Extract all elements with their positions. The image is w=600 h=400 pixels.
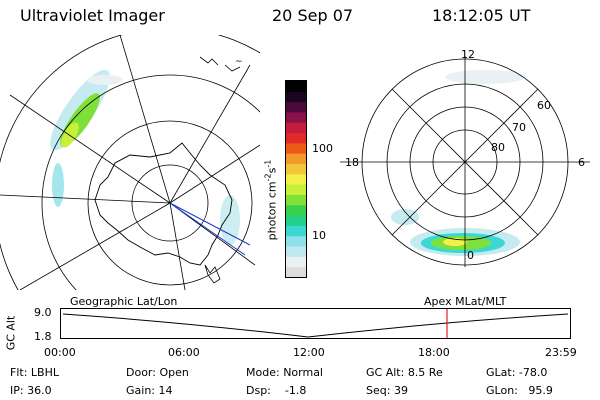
antarctica-coastline (94, 142, 233, 266)
mlat-label-80: 80 (491, 141, 505, 154)
colorbar-label: photon cm-2s-1 (263, 159, 279, 241)
mode-info: Mode: Normal (246, 366, 323, 379)
satellite-track (169, 202, 251, 256)
geographic-caption: Geographic Lat/Lon (70, 295, 178, 308)
geographic-map: ~ (0, 35, 260, 290)
seq-info: Seq: 39 (366, 384, 408, 397)
colorbar-tick-10: 10 (312, 229, 326, 242)
glon-info: GLon: 95.9 (486, 384, 553, 397)
mlt-label-0: 0 (467, 249, 474, 262)
colorbar-band (286, 132, 306, 144)
colorbar-band (286, 153, 306, 165)
colorbar (285, 80, 307, 278)
observation-time: 18:12:05 UT (432, 6, 531, 25)
instrument-title: Ultraviolet Imager (20, 6, 165, 25)
colorbar-band (286, 266, 306, 277)
mlt-label-12: 12 (461, 48, 475, 61)
colorbar-band (286, 91, 306, 103)
magnetic-polar-map (340, 56, 590, 267)
aurora-oval-left (50, 69, 240, 245)
apex-caption: Apex MLat/MLT (424, 295, 507, 308)
svg-text:~: ~ (235, 57, 243, 67)
mlt-label-6: 6 (578, 156, 585, 169)
aurora-oval-right (391, 70, 525, 256)
glat-info: GLat: -78.0 (486, 366, 548, 379)
mlt-label-18: 18 (345, 156, 359, 169)
colorbar-band (286, 184, 306, 195)
colorbar-band (286, 111, 306, 123)
timeline-xtick-1200: 12:00 (293, 346, 325, 359)
timeline-xtick-2359: 23:59 (545, 346, 577, 359)
timeline-ytick-low: 1.8 (34, 330, 52, 343)
colorbar-band (286, 173, 306, 185)
colorbar-band (286, 256, 306, 268)
colorbar-band (286, 81, 306, 92)
timeline-xtick-0000: 00:00 (44, 346, 76, 359)
observation-date: 20 Sep 07 (272, 6, 354, 25)
colorbar-band (286, 142, 306, 154)
colorbar-band (286, 163, 306, 175)
timeline-xtick-0600: 06:00 (168, 346, 200, 359)
colorbar-band (286, 101, 306, 113)
longitude-lines (0, 35, 260, 290)
dsp-info: Dsp: -1.8 (246, 384, 307, 397)
gc-alt-info: GC Alt: 8.5 Re (366, 366, 443, 379)
filter-info: Flt: LBHL (10, 366, 59, 379)
mlat-label-70: 70 (512, 121, 526, 134)
altitude-timeline (60, 308, 571, 339)
gain-info: Gain: 14 (126, 384, 173, 397)
mlat-label-60: 60 (537, 99, 551, 112)
door-info: Door: Open (126, 366, 189, 379)
latitude-circles (0, 35, 260, 290)
mlt-lines (340, 56, 590, 267)
timeline-xtick-1800: 18:00 (418, 346, 450, 359)
timeline-ylabel: GC Alt (4, 315, 18, 351)
colorbar-band (286, 235, 306, 247)
ip-info: IP: 36.0 (10, 384, 52, 397)
colorbar-band (286, 122, 306, 134)
colorbar-band (286, 215, 306, 226)
colorbar-band (286, 246, 306, 257)
colorbar-band (286, 204, 306, 216)
colorbar-band (286, 225, 306, 237)
timeline-ytick-high: 9.0 (34, 306, 52, 319)
colorbar-band (286, 194, 306, 206)
colorbar-tick-100: 100 (312, 142, 333, 155)
